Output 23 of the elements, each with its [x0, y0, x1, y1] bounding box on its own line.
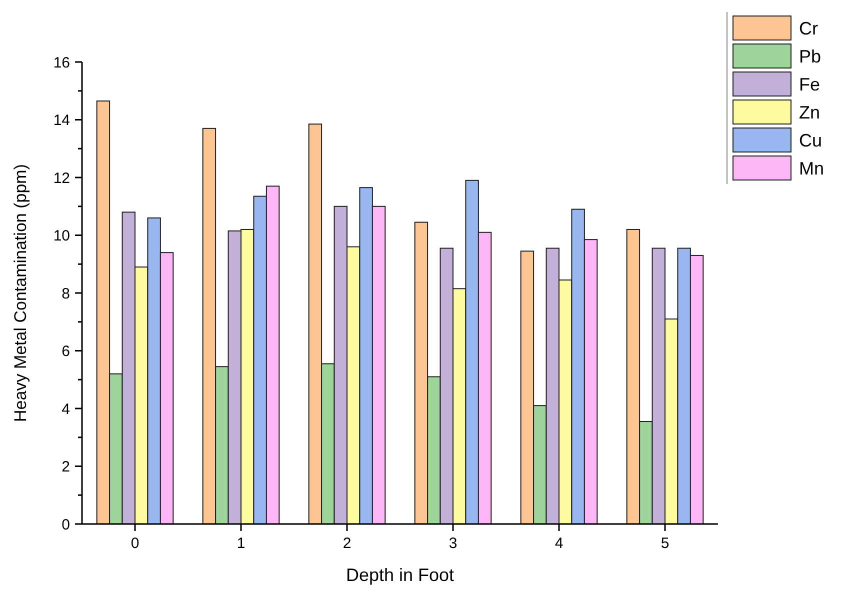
legend-label: Fe [799, 74, 820, 94]
legend-label: Cr [799, 18, 818, 38]
x-tick-label: 5 [660, 535, 670, 552]
y-tick-label: 6 [62, 343, 70, 360]
y-tick-label: 8 [62, 285, 70, 302]
legend-label: Zn [799, 102, 820, 122]
y-axis-title: Heavy Metal Contamination (ppm) [11, 164, 30, 422]
x-tick-label: 3 [448, 535, 458, 552]
y-tick-label: 10 [53, 228, 70, 244]
y-tick-label: 14 [53, 112, 70, 129]
x-axis-title: Depth in Foot [346, 565, 454, 585]
x-tick-label: 4 [554, 535, 564, 552]
x-tick-label: 0 [130, 535, 140, 552]
y-tick-label: 4 [62, 400, 70, 418]
legend-label: Mn [799, 158, 824, 178]
y-tick-label: 2 [62, 458, 70, 476]
x-tick-label: 2 [342, 535, 352, 552]
y-tick-label: 0 [62, 516, 70, 534]
legend-label: Cu [799, 130, 822, 150]
y-tick-label: 12 [53, 170, 70, 187]
legend-label: Pb [799, 46, 822, 66]
y-tick-label: 16 [53, 54, 70, 72]
x-tick-label: 1 [236, 535, 246, 552]
